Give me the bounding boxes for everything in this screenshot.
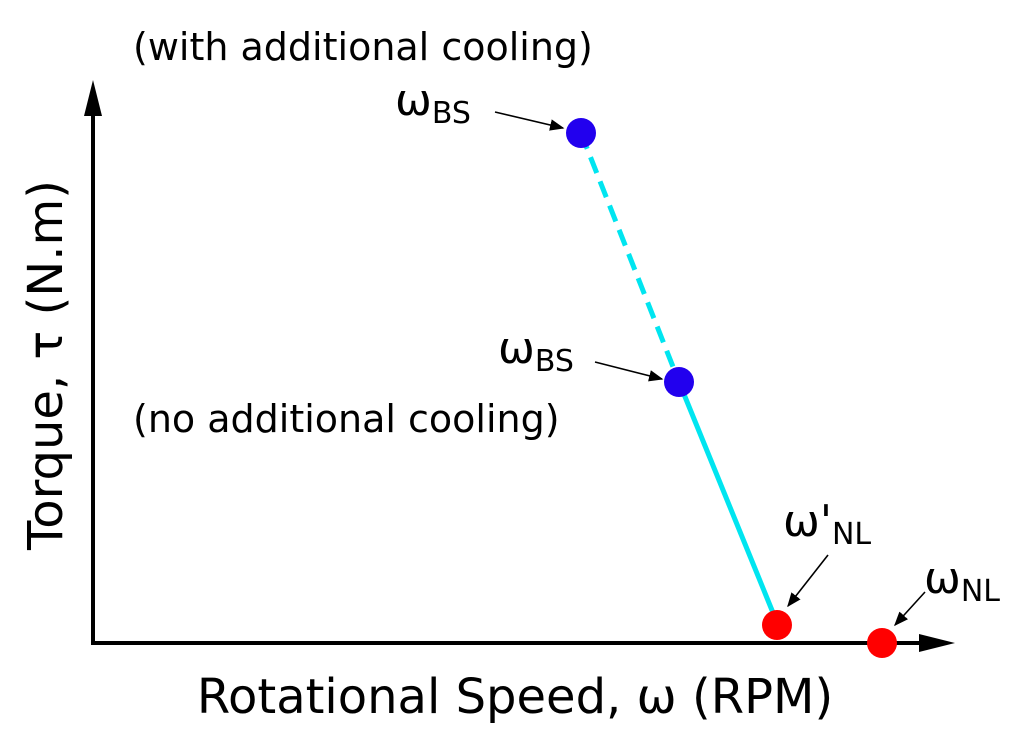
label-nl-prime: ω'NL [783, 496, 871, 552]
point-bs-mid [664, 367, 694, 397]
y-axis-arrowhead [84, 80, 102, 116]
label-bs-mid-sub: BS [535, 344, 574, 379]
arrow-nl-prime [787, 554, 829, 608]
label-bs-top-sub: BS [432, 96, 471, 131]
label-bs-mid: ωBS [498, 323, 574, 379]
label-bs-mid-main: ω [498, 323, 535, 374]
label-nl-main: ω [924, 553, 961, 604]
label-nl-sub: NL [961, 574, 1000, 609]
arrow-nl [894, 591, 926, 627]
dashed-segment [578, 132, 682, 383]
point-bs-top [566, 118, 596, 148]
point-nl-prime [762, 610, 792, 640]
label-nl-prime-sub: NL [832, 517, 871, 552]
arrow-bs-mid [594, 361, 664, 382]
x-axis-label: Rotational Speed, ω (RPM) [197, 669, 833, 725]
label-bs-top: ωBS [395, 75, 471, 131]
point-nl [867, 628, 897, 658]
label-nl: ωNL [924, 553, 1000, 609]
annotation-with-cooling: (with additional cooling) [133, 25, 593, 69]
label-nl-prime-main: ω' [783, 496, 832, 547]
x-axis-arrowhead [919, 634, 955, 652]
label-bs-top-main: ω [395, 75, 432, 126]
solid-segment [676, 381, 781, 626]
arrow-bs-top [494, 111, 565, 131]
axes [84, 80, 955, 652]
annotation-no-cooling: (no additional cooling) [133, 397, 560, 441]
y-axis-label: Torque, τ (N.m) [18, 180, 74, 551]
